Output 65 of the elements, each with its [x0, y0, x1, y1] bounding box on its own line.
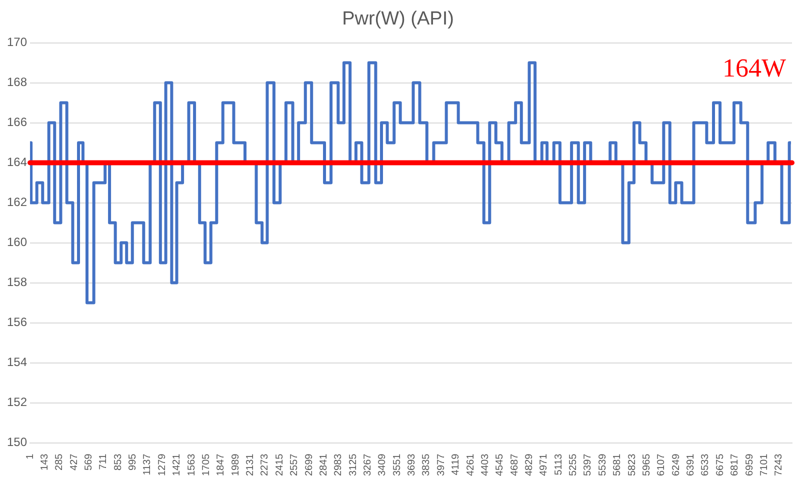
x-tick-label: 2699 — [304, 453, 315, 476]
x-tick-label: 7243 — [774, 453, 785, 476]
x-tick-label: 1847 — [216, 453, 227, 476]
x-tick-label: 6959 — [744, 453, 756, 476]
x-tick-label: 6675 — [714, 453, 726, 476]
x-tick-label: 285 — [54, 453, 66, 470]
x-tick-label: 1137 — [142, 453, 154, 476]
x-tick-label: 5681 — [612, 453, 624, 476]
y-tick-label: 160 — [6, 235, 28, 250]
x-tick-label: 6107 — [656, 453, 668, 476]
x-tick-label: 3977 — [436, 453, 447, 476]
x-tick-label: 1705 — [200, 453, 212, 476]
x-tick-label: 6249 — [670, 453, 682, 476]
x-tick-label: 2983 — [333, 453, 344, 476]
y-tick-label: 162 — [6, 195, 28, 210]
x-tick-label: 5965 — [641, 453, 652, 476]
x-tick-label: 853 — [112, 453, 124, 470]
x-tick-label: 5113 — [553, 453, 564, 476]
x-tick-label: 3409 — [377, 453, 388, 476]
x-tick-label: 4545 — [494, 453, 506, 476]
x-tick-label: 1421 — [172, 453, 183, 476]
x-tick-label: 4403 — [480, 453, 491, 476]
x-tick-label: 6533 — [700, 453, 712, 476]
x-tick-label: 6817 — [730, 453, 741, 476]
x-tick-label: 5255 — [568, 453, 580, 476]
x-tick-label: 4971 — [538, 453, 550, 476]
y-tick-label: 154 — [6, 355, 28, 370]
x-tick-label: 4687 — [509, 453, 520, 476]
y-tick-label: 170 — [6, 35, 28, 50]
y-tick-label: 156 — [6, 315, 28, 330]
ref-line-label: 164W — [722, 54, 786, 83]
x-tick-label: 1563 — [186, 453, 198, 476]
x-tick-label: 5539 — [597, 453, 608, 476]
x-tick-label: 3267 — [362, 453, 374, 476]
x-tick-label: 5823 — [626, 453, 638, 476]
x-tick-label: 5397 — [582, 453, 594, 476]
x-tick-label: 4829 — [524, 453, 535, 476]
x-tick-label: 995 — [128, 453, 139, 470]
x-tick-label: 569 — [84, 453, 95, 470]
x-tick-label: 2273 — [260, 453, 271, 476]
y-tick-label: 158 — [6, 275, 28, 290]
x-tick-label: 3835 — [421, 453, 432, 476]
x-tick-label: 1279 — [156, 453, 168, 476]
x-tick-label: 3693 — [406, 453, 418, 476]
x-tick-label: 427 — [68, 453, 80, 470]
y-tick-label: 166 — [6, 115, 28, 130]
chart-title: Pwr(W) (API) — [342, 8, 454, 30]
y-tick-label: 164 — [6, 155, 28, 170]
y-tick-label: 168 — [6, 75, 28, 90]
x-tick-label: 4119 — [450, 453, 462, 476]
x-tick-label: 143 — [39, 453, 50, 470]
x-tick-label: 1 — [24, 453, 36, 460]
x-tick-label: 1989 — [230, 453, 242, 476]
x-tick-label: 2415 — [274, 453, 286, 476]
x-tick-label: 3125 — [348, 453, 359, 476]
x-tick-label: 2131 — [245, 453, 256, 476]
y-tick-label: 150 — [6, 435, 28, 450]
x-tick-label: 2557 — [289, 453, 300, 476]
x-tick-label: 7101 — [758, 453, 770, 476]
y-tick-label: 152 — [6, 395, 28, 410]
x-tick-label: 2841 — [318, 453, 330, 476]
x-tick-label: 6391 — [686, 453, 697, 476]
x-tick-label: 3551 — [392, 453, 403, 476]
x-tick-label: 711 — [98, 453, 110, 470]
x-tick-label: 4261 — [465, 453, 476, 476]
